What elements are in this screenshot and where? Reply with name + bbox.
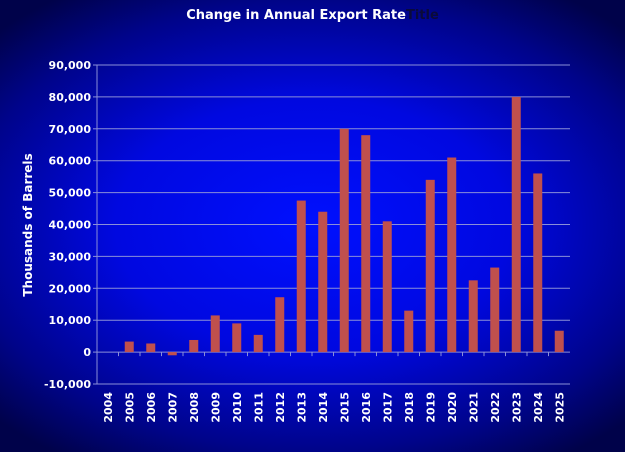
x-tick-label: 2023 <box>510 392 523 423</box>
x-tick-label: 2009 <box>209 392 222 423</box>
x-tick-label: 2011 <box>252 392 265 423</box>
x-tick-label: 2006 <box>145 392 158 423</box>
bar-2018 <box>404 310 414 353</box>
x-tick-label: 2016 <box>360 392 373 423</box>
y-tick-label: 10,000 <box>49 314 92 327</box>
x-tick-label: 2017 <box>381 392 394 423</box>
bar-2017 <box>382 221 392 353</box>
x-tick-label: 2014 <box>317 392 330 423</box>
x-tick-label: 2010 <box>231 392 244 423</box>
y-tick-label: 90,000 <box>49 59 92 72</box>
bar-2012 <box>275 297 285 353</box>
y-tick-label: 30,000 <box>49 250 92 263</box>
chart-title-text: Change in Annual Export Rate <box>186 8 406 23</box>
bar-2024 <box>533 173 543 353</box>
y-tick-label: 80,000 <box>49 91 92 104</box>
y-tick-label: 0 <box>83 346 91 359</box>
bar-2014 <box>318 211 328 353</box>
y-tick-label: -10,000 <box>44 378 91 391</box>
bar-2019 <box>425 179 435 353</box>
x-tick-label: 2015 <box>338 392 351 423</box>
bar-2025 <box>554 330 564 353</box>
y-axis-label: Thousands of Barrels <box>21 153 35 296</box>
bar-2010 <box>232 323 242 353</box>
y-tick-label: 20,000 <box>49 282 92 295</box>
x-tick-label: 2022 <box>489 392 502 423</box>
bar-2006 <box>146 343 156 353</box>
bar-2013 <box>296 200 306 353</box>
x-tick-label: 2008 <box>188 392 201 423</box>
y-tick-label: 70,000 <box>49 123 92 136</box>
bar-2023 <box>511 96 521 353</box>
bar-2016 <box>361 135 371 353</box>
bar-2015 <box>339 128 349 353</box>
bar-2007 <box>167 352 177 356</box>
x-tick-label: 2013 <box>295 392 308 423</box>
chart-title-ghost: Title <box>405 8 439 23</box>
x-tick-label: 2018 <box>403 392 416 423</box>
bar-2020 <box>447 157 457 353</box>
bar-2021 <box>468 280 478 353</box>
chart-title: Change in Annual Export RateTitle <box>0 8 625 23</box>
y-tick-label: 40,000 <box>49 219 92 232</box>
y-tick-label: 60,000 <box>49 155 92 168</box>
bar-2005 <box>124 341 134 353</box>
bar-2008 <box>189 339 199 353</box>
y-tick-label: 50,000 <box>49 187 92 200</box>
bar-2011 <box>253 334 263 353</box>
x-tick-label: 2021 <box>467 392 480 423</box>
x-tick-label: 2004 <box>102 392 115 423</box>
bar-2022 <box>490 267 500 353</box>
x-tick-label: 2020 <box>446 392 459 423</box>
x-tick-label: 2019 <box>424 392 437 423</box>
x-tick-label: 2012 <box>274 392 287 423</box>
x-tick-label: 2024 <box>532 392 545 423</box>
x-tick-label: 2005 <box>123 392 136 423</box>
x-tick-label: 2007 <box>166 392 179 423</box>
bar-2009 <box>210 315 220 353</box>
x-tick-label: 2025 <box>553 392 566 423</box>
